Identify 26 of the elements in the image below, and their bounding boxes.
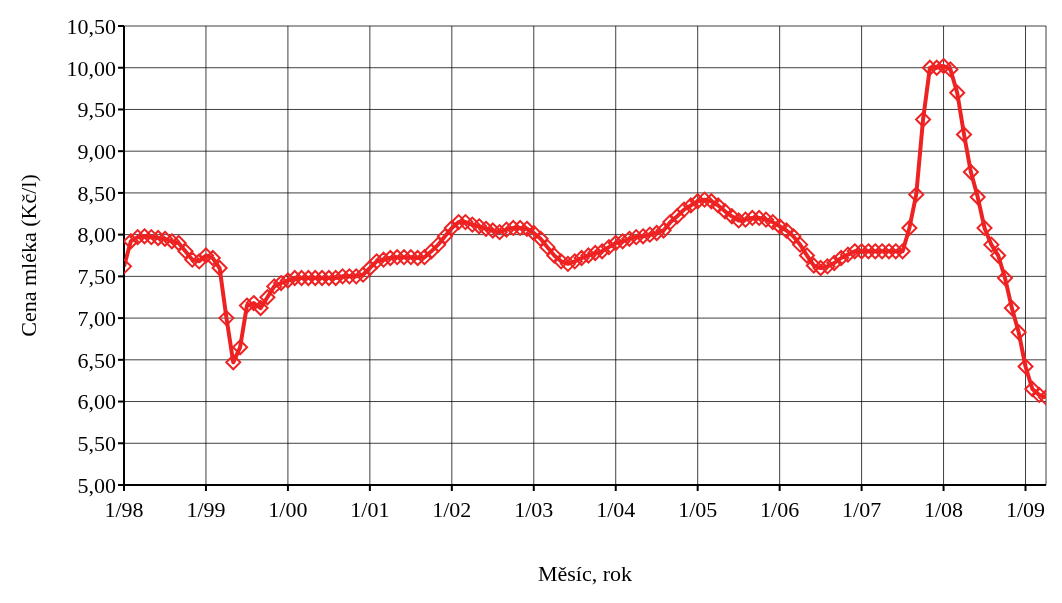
y-tick-label: 10,00 bbox=[66, 55, 116, 81]
x-tick-label: 1/05 bbox=[678, 496, 718, 522]
y-tick-label: 9,50 bbox=[77, 97, 116, 123]
x-tick-label: 1/02 bbox=[432, 496, 472, 522]
y-tick-label: 10,50 bbox=[66, 13, 116, 39]
x-tick-label: 1/03 bbox=[514, 496, 554, 522]
x-tick-label: 1/07 bbox=[842, 496, 882, 522]
y-tick-label: 6,50 bbox=[77, 347, 116, 373]
y-tick-label: 5,00 bbox=[77, 472, 116, 498]
x-tick-label: 1/01 bbox=[350, 496, 390, 522]
x-tick-label: 1/06 bbox=[760, 496, 800, 522]
y-tick-label: 9,00 bbox=[77, 138, 116, 164]
x-tick-label: 1/99 bbox=[186, 496, 226, 522]
y-tick-label: 7,00 bbox=[77, 305, 116, 331]
x-tick-label: 1/00 bbox=[268, 496, 308, 522]
x-tick-label: 1/98 bbox=[104, 496, 144, 522]
y-tick-label: 8,00 bbox=[77, 222, 116, 248]
x-axis-title: Měsíc, rok bbox=[537, 561, 633, 586]
y-tick-label: 8,50 bbox=[77, 180, 116, 206]
x-tick-label: 1/04 bbox=[596, 496, 636, 522]
y-tick-label: 5,50 bbox=[77, 431, 116, 457]
y-tick-label: 6,00 bbox=[77, 389, 116, 415]
x-tick-label: 1/08 bbox=[923, 496, 964, 522]
y-axis-title: Cena mléka (Kč/l) bbox=[15, 174, 41, 337]
y-tick-label: 7,50 bbox=[77, 264, 116, 290]
x-tick-label: 1/09 bbox=[1005, 496, 1046, 522]
